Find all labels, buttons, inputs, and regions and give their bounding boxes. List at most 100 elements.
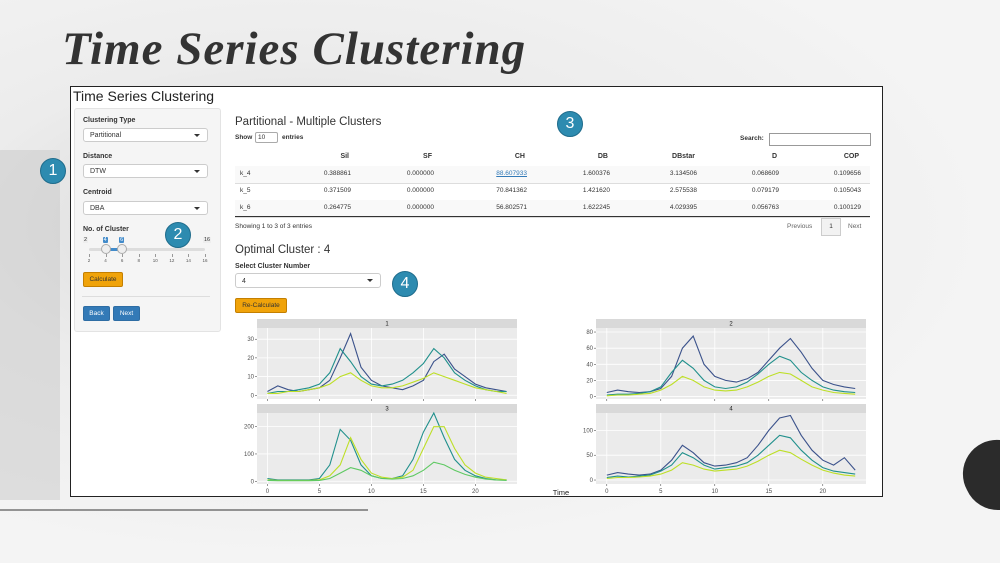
column-header: SF [423,153,432,160]
slide-title: Time Series Clustering [62,23,527,75]
x-axis-label: Time [553,488,569,497]
column-header: COP [843,153,859,160]
slider-tick [122,254,124,257]
row-stripe [235,166,870,183]
y-tick-label: 0 [590,478,594,484]
field-label: Clustering Type [83,117,136,124]
slider-tick [155,254,157,257]
y-tick-label: 60 [586,346,593,352]
slider-max-label: 16 [203,237,212,243]
slider-label: No. of Cluster [83,226,129,233]
separator [82,296,210,297]
strip [596,404,866,413]
x-tick-label: 5 [659,489,663,495]
table-cell: 3.134506 [669,170,697,177]
slider-tick-label: 8 [137,258,140,263]
table-cell: 70.841362 [496,187,527,194]
table-cell: 0.100129 [833,204,861,211]
x-tick-label: 20 [819,489,826,495]
y-tick-label: 0 [590,395,594,401]
slider-tick [89,254,90,257]
table-cell: 0.109656 [833,170,861,177]
slider-tick [171,254,173,257]
panel-title: 3 [385,407,389,413]
strip [257,404,517,413]
row-stripe [235,200,870,217]
series-line [606,414,856,476]
search-input[interactable] [769,133,871,146]
table-info: Showing 1 to 3 of 3 entries [235,223,312,230]
y-tick-label: 0 [251,393,255,399]
plot-background [596,413,866,484]
table-cell: 2.575538 [669,187,697,194]
x-tick-label: 20 [472,489,479,495]
plot-background [596,328,866,399]
watermark [0,150,60,500]
field-label: Centroid [83,189,112,196]
y-tick-label: 10 [247,375,254,381]
table-cell: 0.000000 [406,170,434,177]
badge: 4 [392,271,418,297]
slider-handle[interactable] [100,244,111,254]
y-tick-label: 200 [244,425,255,431]
slider-handle[interactable] [117,244,128,254]
y-tick-label: 80 [586,330,593,336]
next-button[interactable]: Next [113,306,140,321]
plot-background [257,413,517,484]
length-select[interactable]: 10 [255,132,279,143]
y-tick-label: 0 [251,479,255,485]
select-label: Select Cluster Number [235,263,311,270]
page-button[interactable]: 1 [821,218,841,236]
x-tick-label: 5 [318,489,322,495]
panel-title: 2 [729,322,733,328]
x-tick-label: 10 [368,489,375,495]
sidebar [74,108,221,332]
y-tick-label: 100 [583,428,594,434]
slider-tick [138,254,140,257]
select[interactable]: Partitional [83,128,208,142]
table-cell: 0.371509 [323,187,351,194]
series-line [267,347,507,394]
column-header: Sil [340,153,349,160]
next-page-button[interactable]: Next [848,223,862,230]
calculate-button[interactable]: Calculate [83,272,123,287]
x-tick-label: 15 [765,489,772,495]
slider-tick-label: 10 [152,258,158,263]
panel-title: 1 [385,322,389,328]
y-tick-label: 50 [586,453,593,459]
table-cell: 56.802571 [496,204,527,211]
badge: 2 [165,222,191,248]
table-cell: 1.600376 [582,170,610,177]
x-tick-label: 10 [711,489,718,495]
row-rule [235,183,870,184]
cluster-select[interactable]: 4 [235,273,381,288]
y-tick-label: 20 [247,356,254,362]
series-line [606,449,856,480]
slider-track [89,248,205,251]
slider-tick-label: 12 [169,258,175,263]
table-cell: 0.068609 [751,170,779,177]
column-header: DB [597,153,608,160]
panel-title: 4 [729,407,733,413]
select[interactable]: DBA [83,201,208,215]
optimal-title: Optimal Cluster : 4 [235,244,331,256]
select[interactable]: DTW [83,164,208,178]
table-cell: 1.622245 [582,204,610,211]
back-button[interactable]: Back [83,306,110,321]
previous-button[interactable]: Previous [787,223,813,230]
table-cell: 4.029395 [669,204,697,211]
slider-min-label: 2 [83,237,89,243]
column-header: CH [514,153,525,160]
y-tick-label: 30 [247,337,254,343]
table-cell: 0.105043 [833,187,861,194]
row-rule [235,217,870,218]
row-name: k_5 [240,187,251,194]
slider-value-label: 4 [102,237,108,243]
strip [257,319,517,328]
table-cell: 0.264775 [323,204,351,211]
table-cell[interactable]: 88.607933 [496,170,527,177]
recalculate-button[interactable]: Re-Calculate [235,298,287,313]
slider-value-label: 6 [119,237,125,243]
